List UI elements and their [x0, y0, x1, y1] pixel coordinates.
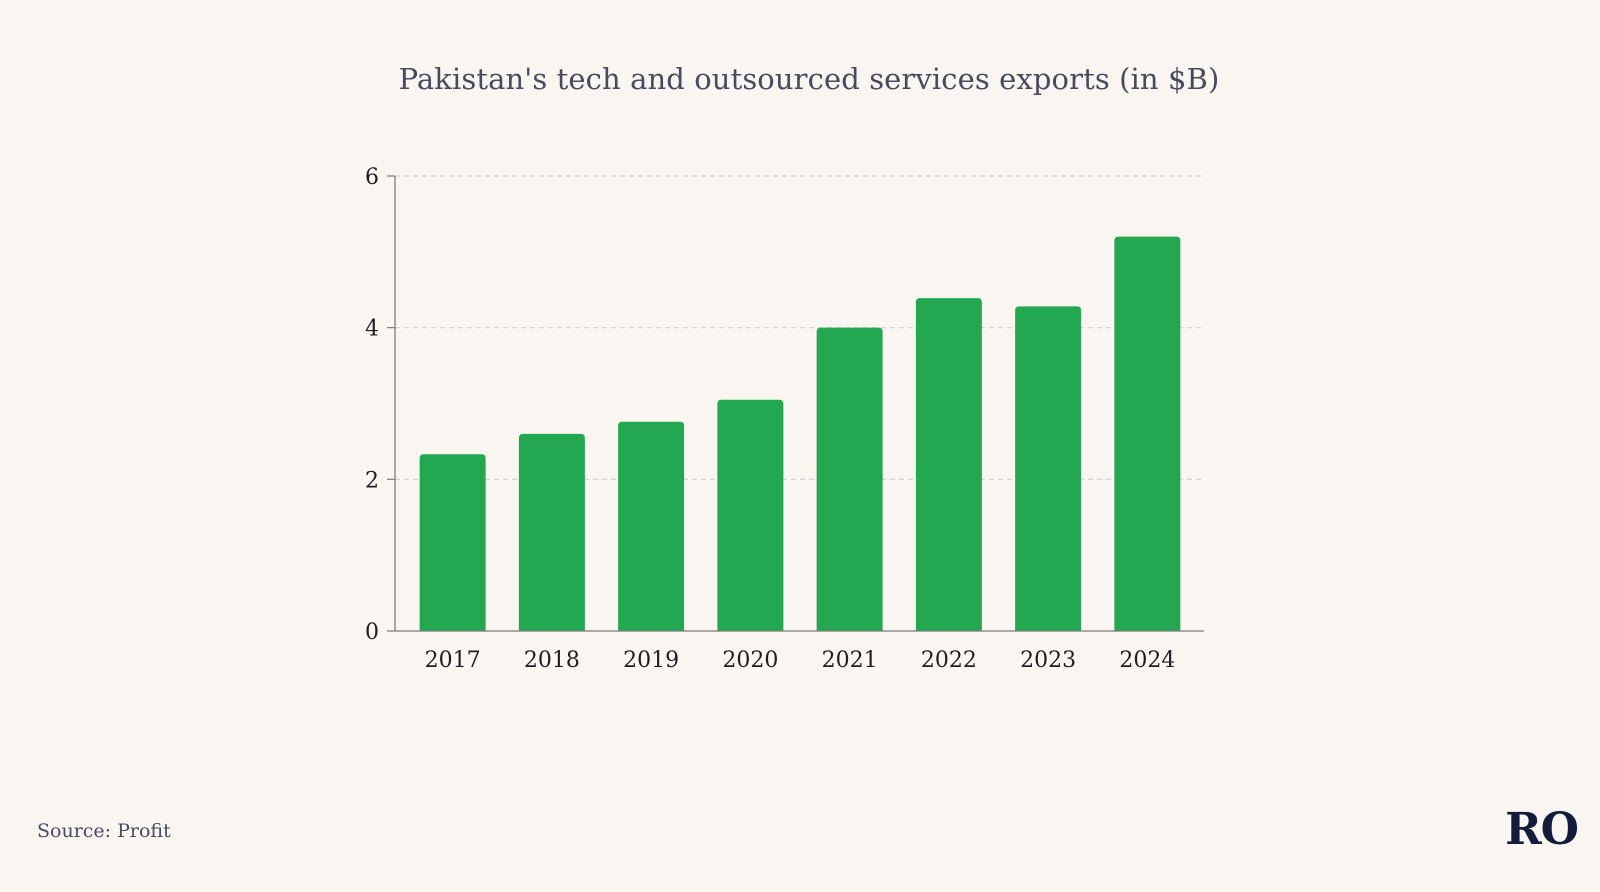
bar-2017 [419, 454, 486, 631]
x-tick-label: 2022 [921, 648, 977, 673]
bars [419, 236, 1181, 631]
bar-2024 [1114, 236, 1181, 631]
y-tick-label: 6 [365, 165, 379, 190]
bar-2019 [618, 421, 685, 631]
bar-2021 [816, 327, 883, 631]
x-tick-label: 2023 [1020, 648, 1076, 673]
bar-2018 [518, 433, 585, 631]
y-tick-labels: 0 2 4 6 [365, 165, 379, 645]
y-tick-label: 2 [365, 468, 379, 493]
chart-title: Pakistan's tech and outsourced services … [398, 62, 1220, 96]
x-tick-labels: 2017 2018 2019 2020 2021 2022 2023 2024 [425, 648, 1176, 673]
x-tick-label: 2019 [623, 648, 679, 673]
x-tick-label: 2017 [425, 648, 481, 673]
axes [387, 175, 1204, 632]
gridlines [395, 175, 1204, 480]
y-tick-label: 0 [365, 620, 379, 645]
bar-2023 [1015, 306, 1082, 631]
x-tick-label: 2024 [1119, 648, 1175, 673]
x-tick-label: 2018 [524, 648, 580, 673]
y-tick-label: 4 [365, 317, 379, 342]
x-tick-label: 2020 [722, 648, 778, 673]
brand-logo: RO [1505, 804, 1579, 855]
source-note: Source: Profit [37, 820, 171, 842]
bar-2022 [915, 298, 982, 631]
bar-2020 [717, 399, 784, 631]
x-tick-label: 2021 [822, 648, 878, 673]
